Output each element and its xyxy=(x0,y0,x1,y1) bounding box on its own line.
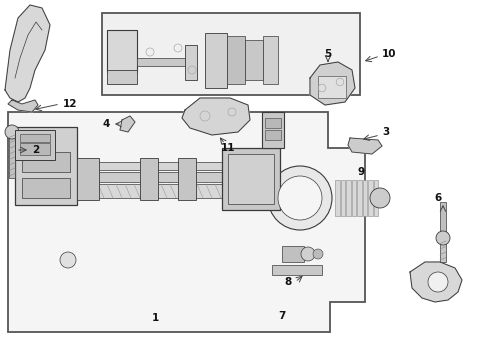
Bar xyxy=(20,143,50,155)
Text: 2: 2 xyxy=(32,145,39,155)
Text: 9: 9 xyxy=(358,167,365,177)
Bar xyxy=(205,33,227,88)
Text: 7: 7 xyxy=(278,311,286,321)
Bar xyxy=(140,158,158,200)
Bar xyxy=(373,180,378,216)
Polygon shape xyxy=(348,138,382,154)
Polygon shape xyxy=(182,98,250,135)
Bar xyxy=(440,238,446,262)
Circle shape xyxy=(428,272,448,292)
Text: 10: 10 xyxy=(382,49,396,59)
Bar xyxy=(440,202,446,232)
Bar xyxy=(102,13,360,95)
Bar xyxy=(22,178,70,198)
Bar xyxy=(77,158,99,200)
Bar xyxy=(9,132,15,178)
Polygon shape xyxy=(5,5,50,102)
Bar xyxy=(282,246,304,262)
Polygon shape xyxy=(77,162,225,170)
Bar xyxy=(107,70,137,84)
Bar xyxy=(368,180,372,216)
Polygon shape xyxy=(8,100,38,112)
Bar xyxy=(265,118,281,128)
Polygon shape xyxy=(77,172,225,182)
Bar xyxy=(227,36,245,84)
Bar xyxy=(228,154,274,204)
Polygon shape xyxy=(310,62,355,105)
Text: 1: 1 xyxy=(151,313,159,323)
Bar xyxy=(20,134,50,142)
Bar xyxy=(272,265,322,275)
Bar xyxy=(318,76,346,98)
Circle shape xyxy=(5,125,19,139)
Bar xyxy=(346,180,350,216)
Text: 5: 5 xyxy=(324,49,332,59)
Polygon shape xyxy=(410,262,462,302)
Bar xyxy=(185,45,197,80)
Bar xyxy=(351,180,356,216)
Polygon shape xyxy=(77,184,225,198)
Bar xyxy=(262,112,284,148)
Polygon shape xyxy=(120,116,135,132)
Circle shape xyxy=(278,176,322,220)
Circle shape xyxy=(268,166,332,230)
Bar xyxy=(357,180,362,216)
Bar xyxy=(363,180,367,216)
Text: 6: 6 xyxy=(434,193,441,203)
Text: 12: 12 xyxy=(63,99,77,109)
Text: 4: 4 xyxy=(102,119,110,129)
Bar xyxy=(222,148,280,210)
Bar xyxy=(107,30,137,72)
Bar xyxy=(178,158,196,200)
Circle shape xyxy=(60,252,76,268)
Bar xyxy=(15,127,77,205)
Circle shape xyxy=(436,231,450,245)
Bar xyxy=(137,58,192,66)
Bar xyxy=(335,180,340,216)
Circle shape xyxy=(370,188,390,208)
Bar xyxy=(341,180,345,216)
Circle shape xyxy=(313,249,323,259)
Bar xyxy=(15,130,55,160)
Polygon shape xyxy=(8,112,365,332)
Bar xyxy=(245,40,263,80)
Text: 8: 8 xyxy=(284,277,292,287)
Bar xyxy=(265,130,281,140)
Circle shape xyxy=(301,247,315,261)
Text: 3: 3 xyxy=(382,127,389,137)
Text: 11: 11 xyxy=(221,143,235,153)
Bar xyxy=(263,36,278,84)
Bar xyxy=(22,152,70,172)
